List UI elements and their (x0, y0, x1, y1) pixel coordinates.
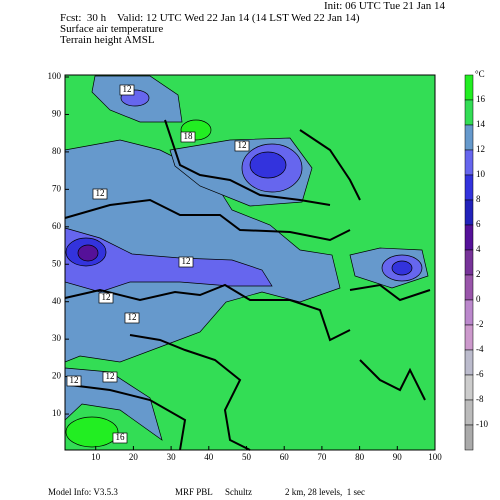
terrain-line (349, 283, 431, 302)
colorbar-label: -2 (476, 319, 484, 329)
colorbar-label: -10 (476, 419, 488, 429)
contour-label: 12 (102, 292, 111, 302)
contour-label: 18 (184, 131, 194, 141)
region (64, 227, 273, 293)
colorbar-swatch (464, 399, 474, 426)
colorbar-swatch (464, 74, 474, 101)
x-tick-label: 90 (393, 452, 403, 462)
x-tick-label: 50 (242, 452, 252, 462)
y-tick-label: 30 (52, 333, 62, 343)
colorbar-label: 6 (476, 219, 481, 229)
x-tick-label: 100 (428, 452, 442, 462)
colorbar-swatch (464, 274, 474, 301)
y-tick-label: 100 (48, 71, 62, 81)
colorbar-unit: °C (475, 69, 485, 79)
contour-label: 12 (106, 371, 115, 381)
x-tick-label: 20 (129, 452, 139, 462)
contour-label: 12 (123, 84, 132, 94)
model-info: Model Info: V3.5.3 (48, 487, 118, 497)
grid-info: 2 km, 28 levels, 1 sec (285, 487, 365, 497)
y-tick-label: 70 (52, 183, 62, 193)
colorbar-swatch (464, 174, 474, 201)
terrain-line (129, 334, 251, 451)
colorbar-label: 10 (476, 169, 486, 179)
x-tick-label: 60 (280, 452, 290, 462)
colorbar-swatch (464, 324, 474, 351)
colorbar-swatch (464, 249, 474, 276)
contour-label-box (119, 84, 135, 96)
colorbar-swatch (464, 299, 474, 326)
colorbar-label: 2 (476, 269, 481, 279)
zone-8-10 (65, 151, 413, 276)
colorbar-label: 14 (476, 119, 486, 129)
init-time: Init: 06 UTC Tue 21 Jan 14 (324, 0, 446, 12)
contour-label: 12 (96, 188, 105, 198)
y-tick-label: 40 (52, 296, 62, 306)
region (249, 151, 287, 179)
axes: 10 20 30 40 50 60 70 80 90 100 10 20 30 40 50 60 70 80 90 1… (48, 71, 443, 462)
colorbar-swatch (464, 349, 474, 376)
colorbar-label: 4 (476, 244, 481, 254)
y-tick-label: 50 (52, 258, 62, 268)
colorbar-label: 16 (476, 94, 486, 104)
contour-label: 12 (70, 375, 79, 385)
contour-label-box (178, 256, 194, 268)
contour-label-box (92, 188, 108, 200)
valid-time: Fcst: 30 h Valid: 12 UTC Wed 22 Jan 14 (… (60, 12, 360, 24)
contour-label: 12 (182, 256, 191, 266)
colorbar-label: 0 (476, 294, 481, 304)
colorbar: °C 16 14 12 10 8 6 4 2 0 -2 -4 -6 -8 -10 (464, 69, 488, 451)
field-name: Surface air temperature (60, 23, 163, 35)
y-tick-label: 10 (52, 408, 62, 418)
contour-label: 12 (238, 140, 247, 150)
scheme: Schultz (225, 487, 252, 497)
contour-label-box (66, 375, 82, 387)
terrain-line (164, 119, 331, 206)
region (391, 260, 413, 276)
colorbar-label: -4 (476, 344, 484, 354)
zone-4-6 (77, 244, 99, 262)
contour-label-box (102, 371, 118, 383)
map: 10 20 30 40 50 60 70 80 90 100 10 20 30 40 50 60 70 80 90 1… (48, 71, 443, 462)
colorbar-label: 8 (476, 194, 481, 204)
colorbar-swatch (464, 199, 474, 226)
pbl: MRF PBL (175, 487, 213, 497)
contour-label-box (98, 292, 114, 304)
contour-label-box (234, 140, 250, 152)
colorbar-swatch (464, 374, 474, 401)
contour-label-box (180, 131, 196, 143)
x-tick-label: 80 (355, 452, 365, 462)
x-tick-label: 70 (317, 452, 327, 462)
x-tick-label: 40 (204, 452, 214, 462)
terrain-line (359, 359, 426, 401)
y-tick-label: 80 (52, 146, 62, 156)
terrain-line (299, 129, 361, 201)
y-tick-label: 60 (52, 221, 62, 231)
terrain-line (64, 283, 351, 342)
colorbar-label: 12 (476, 144, 485, 154)
terrain-line (69, 384, 187, 451)
y-tick-label: 90 (52, 109, 62, 119)
contour-label-box (124, 312, 140, 324)
y-tick-label: 20 (52, 371, 62, 381)
x-tick-label: 30 (167, 452, 177, 462)
contour-label: 16 (116, 432, 126, 442)
colorbar-label: -8 (476, 394, 484, 404)
map-frame (64, 74, 436, 451)
colorbar-swatch (464, 124, 474, 151)
colorbar-swatch (464, 99, 474, 126)
contour-labels: 12 18 12 12 12 12 12 12 12 16 (66, 84, 250, 444)
colorbar-swatch (464, 424, 474, 451)
terrain-contours (64, 119, 431, 451)
x-tick-label: 10 (91, 452, 101, 462)
colorbar-swatch (464, 149, 474, 176)
colorbar-label: -6 (476, 369, 484, 379)
terrain-line (64, 198, 351, 242)
terrain-name: Terrain height AMSL (60, 34, 155, 46)
zone-above-16 (65, 416, 119, 448)
colorbar-swatch (464, 224, 474, 251)
contour-label-box (112, 432, 128, 444)
contour-label: 12 (128, 312, 137, 322)
